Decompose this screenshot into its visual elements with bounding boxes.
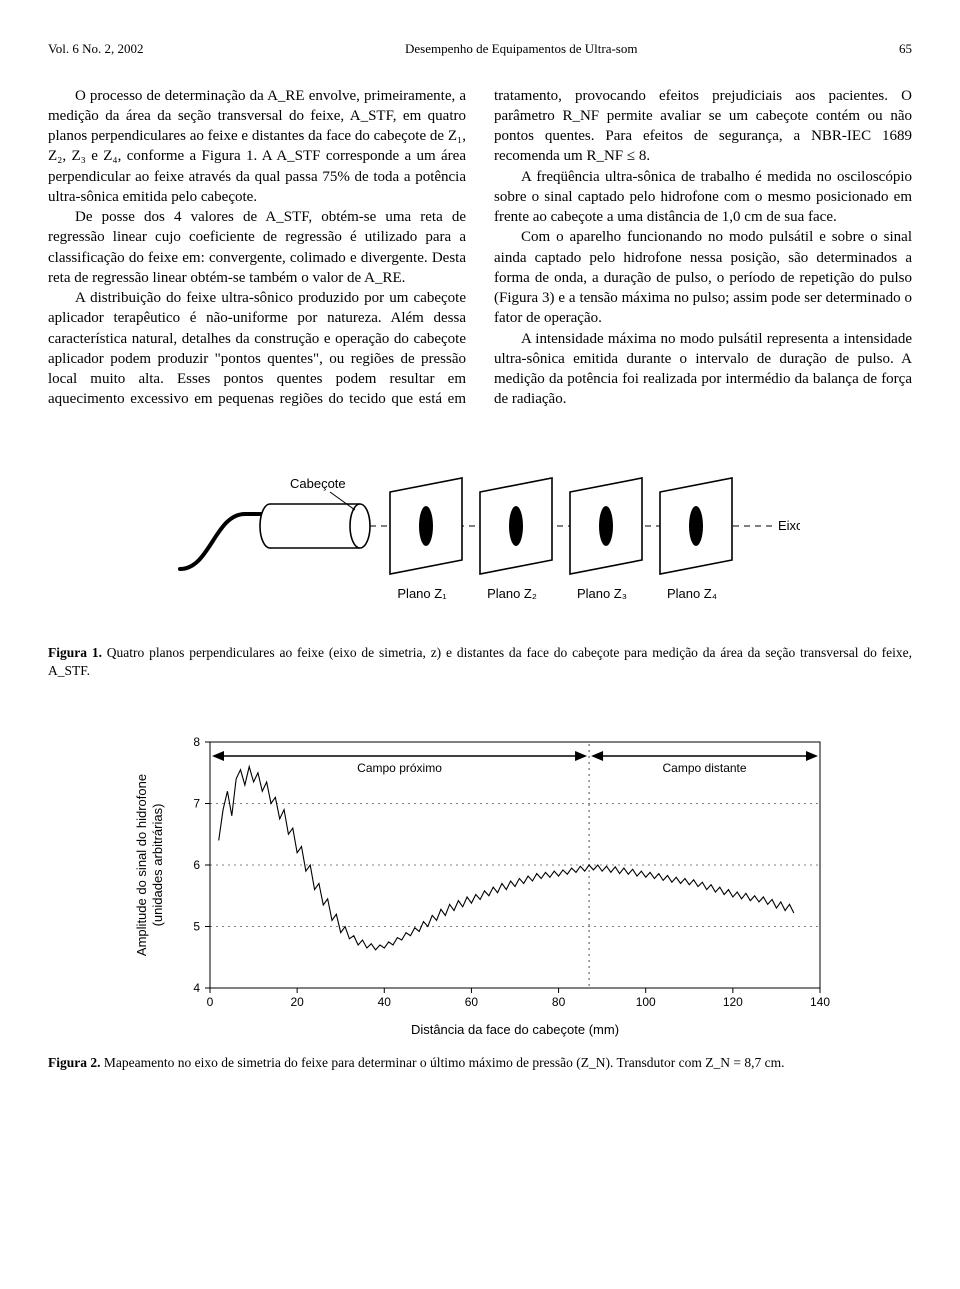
figure-1: Cabeçote Eixo z Plano Z₁ Plano Z₂ Plano Z₃ Pl… xyxy=(48,444,912,680)
svg-text:20: 20 xyxy=(290,995,304,1009)
svg-text:140: 140 xyxy=(810,995,830,1009)
svg-text:Plano Z₁: Plano Z₁ xyxy=(397,586,447,601)
paragraph-1: O processo de determinação da A_RE envol… xyxy=(48,86,466,208)
svg-text:Distância da face do cabeçote: Distância da face do cabeçote (mm) xyxy=(411,1022,619,1037)
svg-text:4: 4 xyxy=(193,981,200,995)
paragraph-2: De posse dos 4 valores de A_STF, obtém-s… xyxy=(48,207,466,288)
figure-2-caption-label: Figura 2. xyxy=(48,1055,101,1070)
svg-text:(unidades arbitrárias): (unidades arbitrárias) xyxy=(150,804,165,927)
svg-text:6: 6 xyxy=(193,858,200,872)
figure-2: 45678020406080100120140Campo próximoCamp… xyxy=(48,724,912,1072)
page-header: Vol. 6 No. 2, 2002 Desempenho de Equipam… xyxy=(48,40,912,58)
svg-text:100: 100 xyxy=(636,995,656,1009)
svg-text:8: 8 xyxy=(193,735,200,749)
article-body: O processo de determinação da A_RE envol… xyxy=(48,86,912,410)
svg-text:120: 120 xyxy=(723,995,743,1009)
svg-text:Amplitude do sinal do hidrofon: Amplitude do sinal do hidrofone xyxy=(134,774,149,956)
svg-text:7: 7 xyxy=(193,796,200,810)
svg-text:Plano Z₂: Plano Z₂ xyxy=(487,586,537,601)
svg-text:Plano Z₄: Plano Z₄ xyxy=(667,586,717,601)
figure-2-caption-text: Mapeamento no eixo de simetria do feixe … xyxy=(104,1055,785,1070)
figure-1-caption-label: Figura 1. xyxy=(48,645,102,660)
svg-text:Campo próximo: Campo próximo xyxy=(357,761,442,775)
svg-text:Campo distante: Campo distante xyxy=(663,761,747,775)
svg-text:0: 0 xyxy=(207,995,214,1009)
header-page-number: 65 xyxy=(899,40,912,58)
svg-text:40: 40 xyxy=(378,995,392,1009)
figure-2-chart: 45678020406080100120140Campo próximoCamp… xyxy=(120,724,840,1044)
figure-1-diagram: Cabeçote Eixo z Plano Z₁ Plano Z₂ Plano Z₃ Pl… xyxy=(160,444,800,634)
svg-text:Eixo z: Eixo z xyxy=(778,518,800,533)
svg-text:80: 80 xyxy=(552,995,566,1009)
svg-text:5: 5 xyxy=(193,919,200,933)
header-center: Desempenho de Equipamentos de Ultra-som xyxy=(405,40,638,58)
paragraph-6: A intensidade máxima no modo pulsátil re… xyxy=(494,329,912,410)
svg-text:Cabeçote: Cabeçote xyxy=(290,476,346,491)
svg-text:60: 60 xyxy=(465,995,479,1009)
figure-1-caption: Figura 1. Quatro planos perpendiculares … xyxy=(48,644,912,680)
svg-text:Plano Z₃: Plano Z₃ xyxy=(577,586,627,601)
figure-2-caption: Figura 2. Mapeamento no eixo de simetria… xyxy=(48,1054,912,1072)
paragraph-4: A freqüência ultra-sônica de trabalho é … xyxy=(494,167,912,228)
paragraph-5: Com o aparelho funcionando no modo pulsá… xyxy=(494,227,912,328)
header-left: Vol. 6 No. 2, 2002 xyxy=(48,40,143,58)
figure-1-caption-text: Quatro planos perpendiculares ao feixe (… xyxy=(48,645,912,678)
